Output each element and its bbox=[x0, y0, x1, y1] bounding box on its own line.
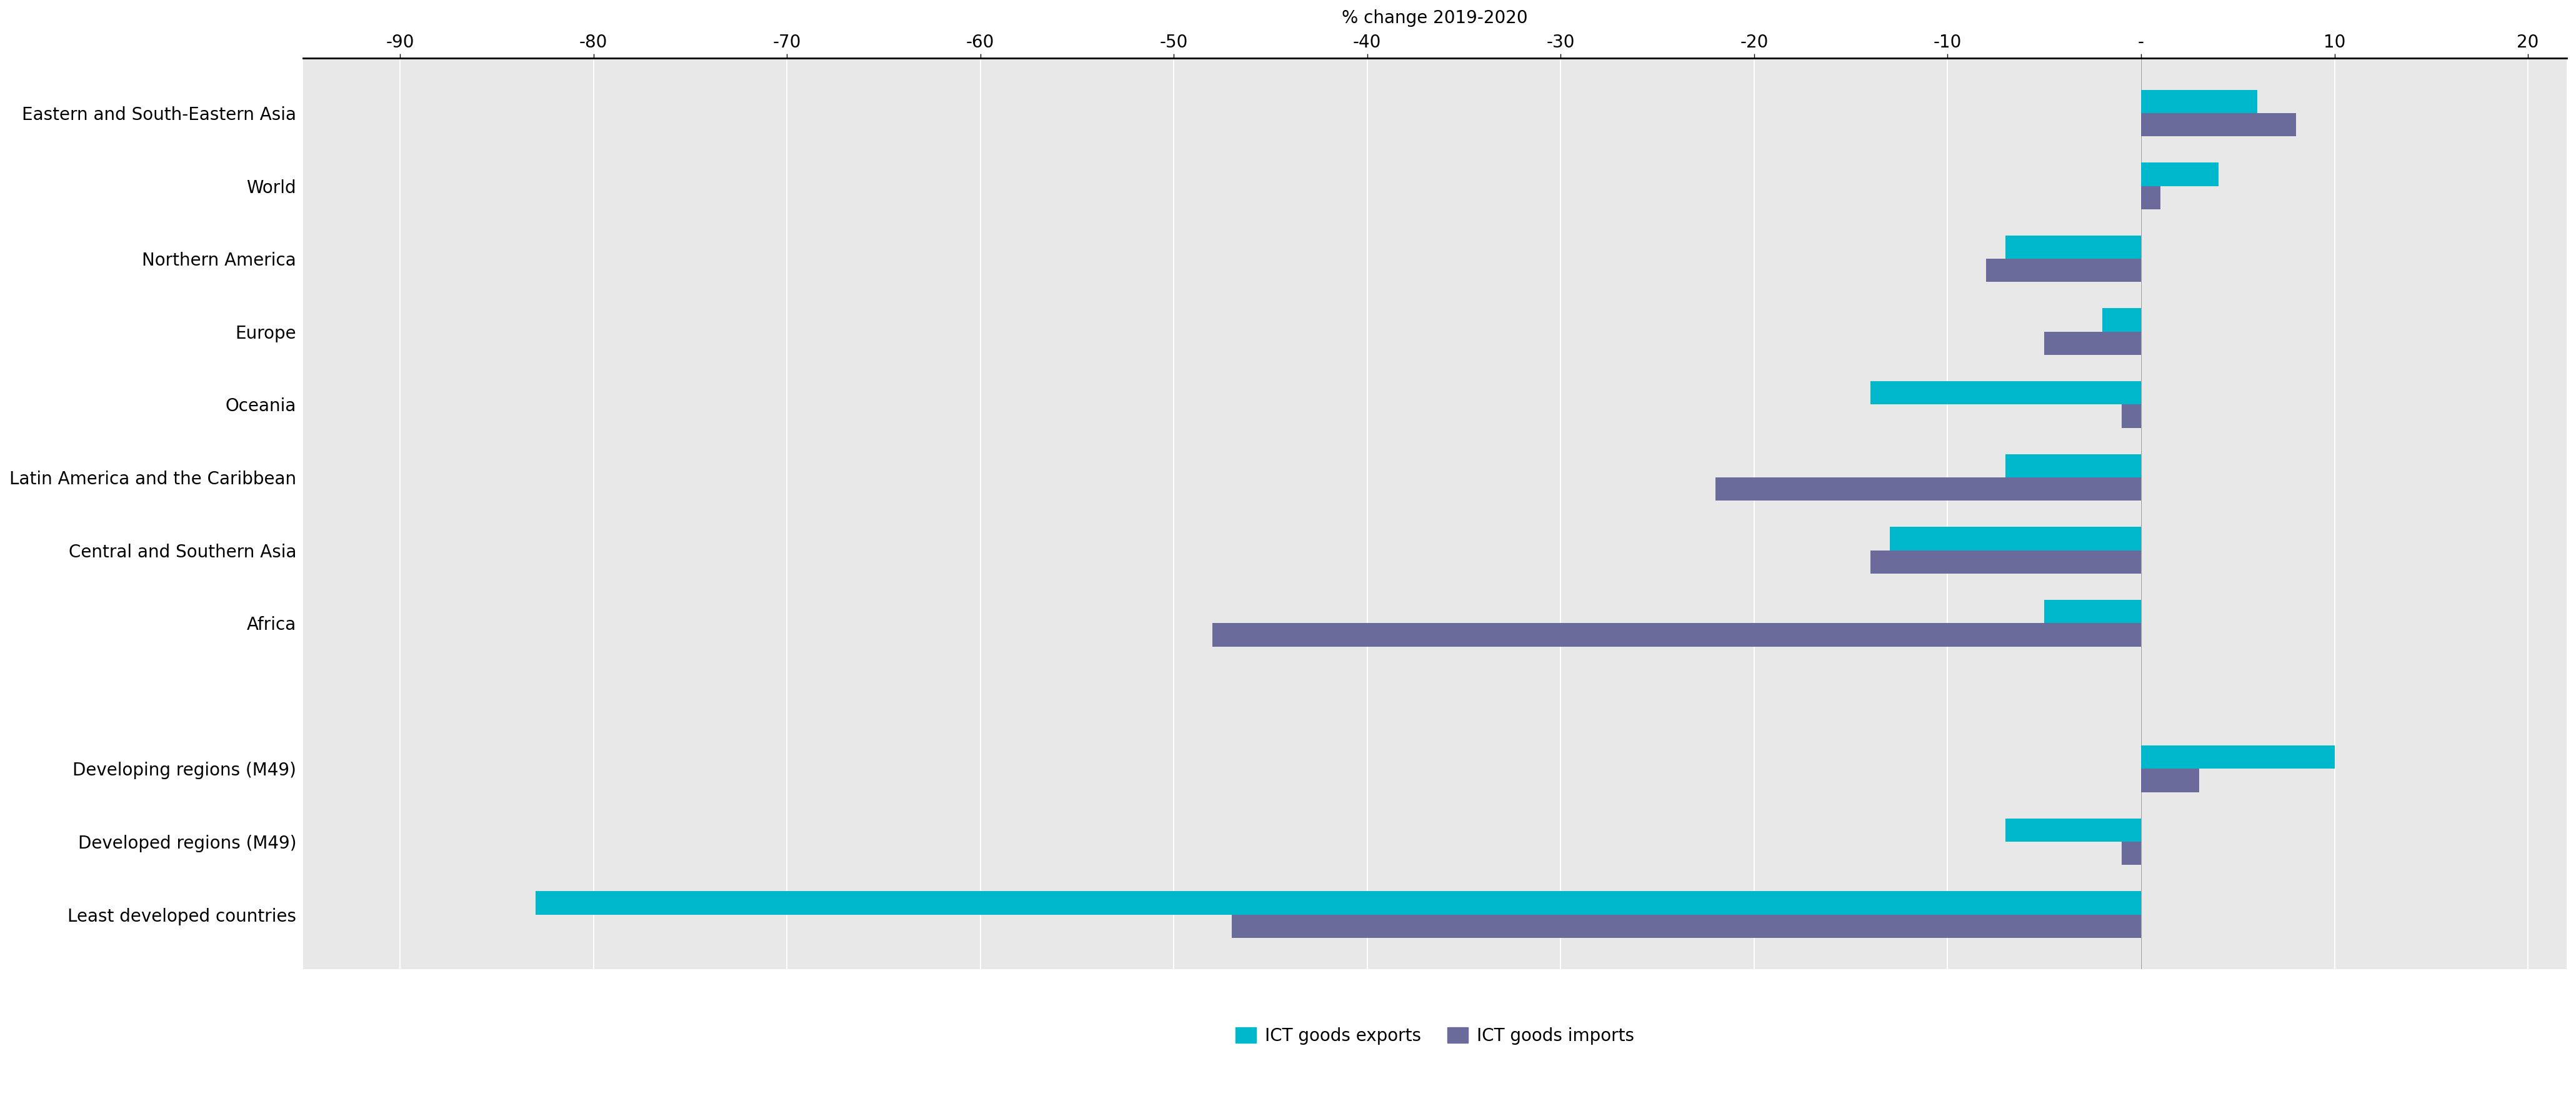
Bar bbox=[2141, 186, 2161, 209]
Bar bbox=[2045, 600, 2141, 623]
Bar bbox=[2045, 332, 2141, 354]
Bar bbox=[2102, 309, 2141, 332]
Bar bbox=[2141, 769, 2200, 792]
Bar bbox=[536, 891, 2141, 914]
Bar bbox=[1231, 914, 2141, 938]
Bar bbox=[2141, 162, 2218, 186]
Bar bbox=[2123, 404, 2141, 428]
Bar bbox=[2141, 113, 2295, 137]
X-axis label: % change 2019-2020: % change 2019-2020 bbox=[1342, 9, 1528, 27]
Bar bbox=[2123, 842, 2141, 865]
Bar bbox=[2007, 454, 2141, 478]
Bar bbox=[1986, 259, 2141, 282]
Bar bbox=[2141, 90, 2257, 113]
Legend: ICT goods exports, ICT goods imports: ICT goods exports, ICT goods imports bbox=[1229, 1020, 1641, 1052]
Bar bbox=[1870, 550, 2141, 573]
Bar bbox=[1213, 623, 2141, 647]
Bar bbox=[2007, 236, 2141, 259]
Bar bbox=[1870, 381, 2141, 404]
Bar bbox=[2007, 819, 2141, 842]
Bar bbox=[2141, 745, 2334, 769]
Bar bbox=[1891, 527, 2141, 550]
Bar bbox=[1716, 478, 2141, 501]
